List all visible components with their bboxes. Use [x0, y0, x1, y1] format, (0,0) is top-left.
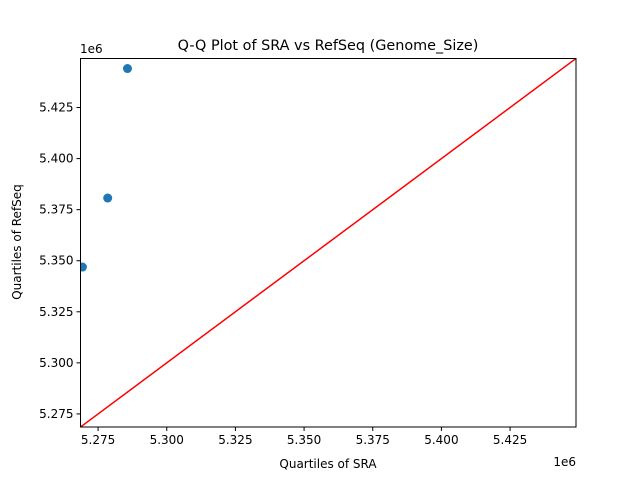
x-tick-label: 5.375	[356, 433, 390, 447]
reference-line	[80, 58, 576, 427]
x-tick-label: 5.275	[81, 433, 115, 447]
y-tick-label: 5.400	[39, 152, 73, 166]
x-tick-label: 5.350	[287, 433, 321, 447]
plot-frame	[80, 58, 577, 428]
x-tick-label: 5.425	[493, 433, 527, 447]
y-axis-label: Quartiles of RefSeq	[10, 184, 24, 300]
x-tick-label: 5.325	[218, 433, 252, 447]
y-tick-label: 5.300	[39, 356, 73, 370]
y-tick-label: 5.375	[39, 203, 73, 217]
y-tick-label: 5.325	[39, 305, 73, 319]
y-tick-label: 5.350	[39, 254, 73, 268]
y-tick-label: 5.275	[39, 407, 73, 421]
x-axis-label: Quartiles of SRA	[279, 457, 377, 471]
y-tick-label: 5.425	[39, 101, 73, 115]
data-point	[103, 193, 113, 203]
y-offset-label: 1e6	[80, 42, 103, 56]
chart-title: Q-Q Plot of SRA vs RefSeq (Genome_Size)	[178, 38, 479, 54]
x-tick-label: 5.300	[150, 433, 184, 447]
data-point	[80, 262, 87, 272]
x-tick-label: 5.400	[424, 433, 458, 447]
data-point	[122, 64, 132, 74]
x-offset-label: 1e6	[553, 455, 576, 469]
